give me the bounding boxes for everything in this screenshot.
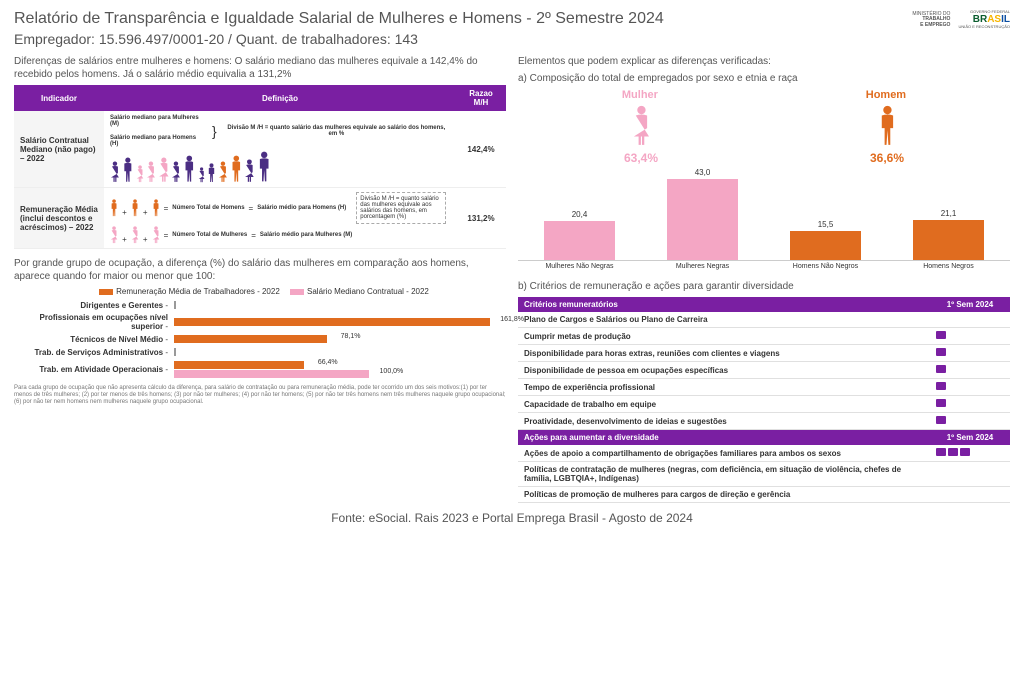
right-top-sub: a) Composição do total de empregados por… <box>518 72 1010 85</box>
row2-ratio: 131,2% <box>456 188 506 249</box>
left-bottom-intro: Por grande grupo de ocupação, a diferenç… <box>14 257 506 283</box>
footnote: Para cada grupo de ocupação que não apre… <box>14 385 506 407</box>
row2-indicator: Remuneração Média (inclui descontos e ac… <box>14 188 104 249</box>
ministry-logo: MINISTÉRIO DO TRABALHO E EMPREGO <box>912 12 950 29</box>
mulher-label: Mulher <box>622 89 658 101</box>
mulher-pct: 63,4% <box>624 151 658 165</box>
criteria-table: Critérios remuneratórios1º Sem 2024 Plan… <box>518 297 1010 503</box>
woman-icon <box>632 105 651 147</box>
hbar-legend: Remuneração Média de Trabalhadores - 202… <box>14 287 506 296</box>
row1-ratio: 142,4% <box>456 111 506 188</box>
th-razao: Razao M/H <box>456 85 506 111</box>
row1-indicator: Salário Contratual Mediano (não pago) – … <box>14 111 104 188</box>
right-top-intro: Elementos que podem explicar as diferenç… <box>518 55 1010 68</box>
th-definicao: Definição <box>104 85 456 111</box>
man-icon <box>878 105 897 147</box>
composition-barchart: 20,443,015,521,1 <box>518 171 1010 261</box>
header: Relatório de Transparência e Igualdade S… <box>14 10 1010 47</box>
report-subtitle: Empregador: 15.596.497/0001-20 / Quant. … <box>14 31 664 47</box>
source-line: Fonte: eSocial. Rais 2023 e Portal Empre… <box>14 511 1010 525</box>
occupation-hbar-chart: Dirigentes e Gerentes -Profissionais em … <box>14 300 506 379</box>
left-top-intro: Diferenças de salários entre mulheres e … <box>14 55 506 81</box>
report-title: Relatório de Transparência e Igualdade S… <box>14 10 664 28</box>
homem-label: Homem <box>866 89 906 101</box>
right-bottom-intro: b) Critérios de remuneração e ações para… <box>518 280 1010 293</box>
homem-pct: 36,6% <box>870 151 904 165</box>
gov-logo: GOVERNO FEDERAL BRASIL UNIÃO E RECONSTRU… <box>958 10 1010 30</box>
people-illustration-1 <box>110 151 450 183</box>
th-indicador: Indicador <box>14 85 104 111</box>
logos: MINISTÉRIO DO TRABALHO E EMPREGO GOVERNO… <box>912 10 1010 30</box>
indicator-table: Indicador Definição Razao M/H Salário Co… <box>14 85 506 249</box>
